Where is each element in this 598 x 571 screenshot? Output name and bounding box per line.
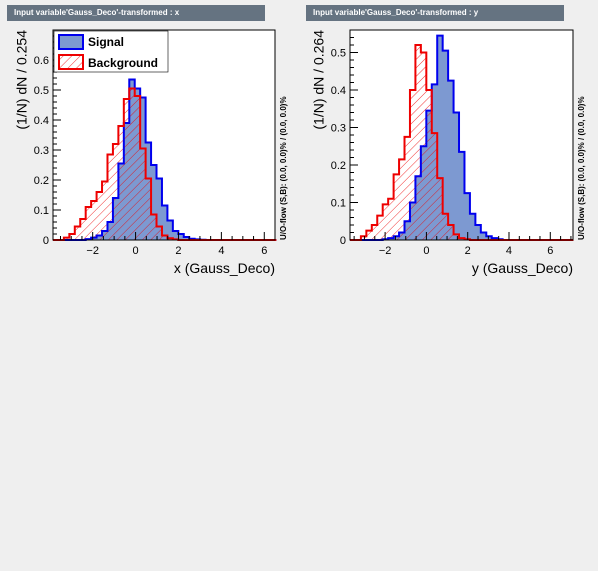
y-tick-label: 0.1 (331, 198, 346, 210)
y-axis-title: (1/N) dN / 0.254 (14, 30, 30, 130)
legend: Signal Background (53, 30, 169, 73)
y-tick-label: 0 (43, 235, 49, 247)
y-tick-label: 0.5 (34, 85, 49, 97)
y-axis-title: (1/N) dN / 0.264 (311, 30, 327, 130)
x-tick-label: 4 (218, 245, 224, 257)
x-tick-label: 2 (175, 245, 181, 257)
legend-label-background: Background (88, 56, 158, 70)
y-tick-label: 0.1 (34, 205, 49, 217)
y-tick-label: 0.6 (34, 55, 49, 67)
panel-title-y: Input variable'Gauss_Deco'-transformed :… (306, 5, 564, 21)
x-tick-label: 2 (465, 245, 471, 257)
y-tick-label: 0.4 (331, 85, 346, 97)
x-tick-label: 6 (547, 245, 553, 257)
series-fill-signal (350, 35, 574, 240)
y-tick-label: 0.2 (34, 175, 49, 187)
series-hatch-background (53, 88, 277, 240)
x-tick-label: 6 (261, 245, 267, 257)
legend-swatch-signal (58, 34, 84, 50)
x-tick-label: −2 (379, 245, 392, 257)
overflow-label: U/O-flow (S,B): (0.0, 0.0)% / (0.0, 0.0)… (279, 96, 288, 240)
y-tick-label: 0.2 (331, 160, 346, 172)
overflow-label: U/O-flow (S,B): (0.0, 0.0)% / (0.0, 0.0)… (577, 96, 586, 240)
chart-panel-y: −2 0 2 4 6 0 0.1 0.2 0.3 0.4 0.5 y (Gauss_Deco) (1/N… (311, 29, 586, 276)
series-fill-signal (53, 79, 277, 240)
series-hatch-background (350, 45, 574, 240)
x-axis-title: y (Gauss_Deco) (472, 260, 573, 276)
y-tick-label: 0.3 (34, 145, 49, 157)
x-axis-title: x (Gauss_Deco) (174, 260, 275, 276)
y-tick-label: 0.5 (331, 48, 346, 60)
plot-frame (52, 29, 276, 241)
x-tick-label: 0 (133, 245, 139, 257)
panel-title-x: Input variable'Gauss_Deco'-transformed :… (7, 5, 265, 21)
legend-label-signal: Signal (88, 35, 124, 49)
chart-panel-x: −2 0 2 4 6 0 0.1 0.2 0.3 0.4 0.5 0.6 x (Gauss_Deco) (… (14, 29, 288, 276)
legend-swatch-background (58, 54, 84, 70)
x-tick-label: −2 (86, 245, 99, 257)
x-tick-label: 0 (423, 245, 429, 257)
x-tick-label: 4 (506, 245, 512, 257)
y-tick-label: 0.4 (34, 115, 49, 127)
y-tick-label: 0 (340, 235, 346, 247)
y-tick-label: 0.3 (331, 123, 346, 135)
